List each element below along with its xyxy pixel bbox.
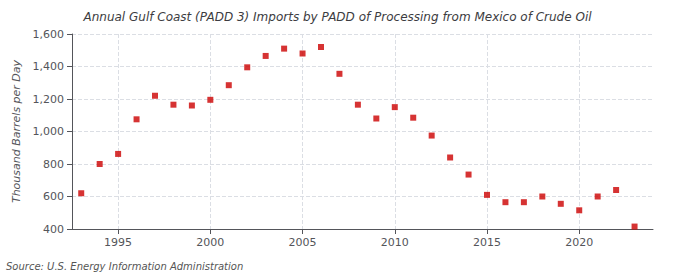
svg-text:1,400: 1,400 <box>33 60 65 73</box>
svg-text:2010: 2010 <box>381 236 409 249</box>
svg-text:2000: 2000 <box>196 236 224 249</box>
svg-text:800: 800 <box>43 158 64 171</box>
svg-text:400: 400 <box>43 223 64 236</box>
svg-text:600: 600 <box>43 190 64 203</box>
svg-text:2015: 2015 <box>473 236 501 249</box>
svg-text:1,000: 1,000 <box>33 125 65 138</box>
svg-text:Thousand Barrels per Day: Thousand Barrels per Day <box>10 59 23 203</box>
svg-text:2005: 2005 <box>289 236 317 249</box>
svg-text:1,200: 1,200 <box>33 93 65 106</box>
svg-text:Annual Gulf Coast (PADD 3) Imp: Annual Gulf Coast (PADD 3) Imports by PA… <box>82 10 592 24</box>
svg-text:Source: U.S. Energy Informatio: Source: U.S. Energy Information Administ… <box>6 261 243 272</box>
svg-text:1,600: 1,600 <box>33 28 65 41</box>
svg-text:1995: 1995 <box>104 236 132 249</box>
svg-text:2020: 2020 <box>565 236 593 249</box>
